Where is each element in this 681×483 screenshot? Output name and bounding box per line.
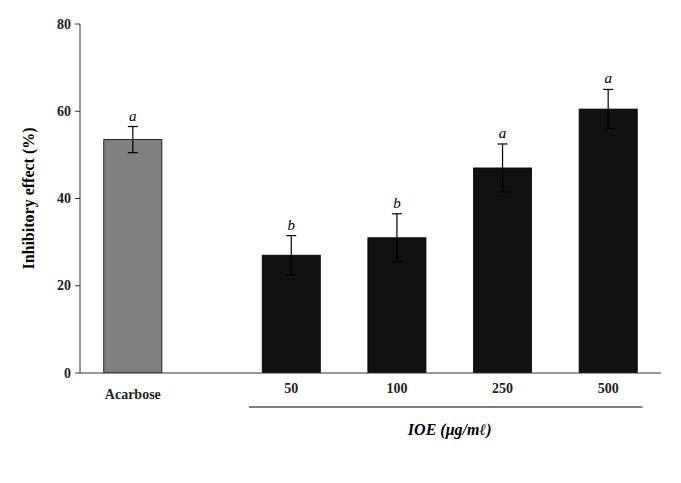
x-axis <box>80 373 661 374</box>
error-stem <box>396 214 397 262</box>
error-stem <box>132 127 133 153</box>
annotation: a <box>499 125 507 141</box>
x-tick-label: 500 <box>598 381 619 396</box>
error-cap <box>498 191 508 192</box>
error-cap <box>286 235 296 236</box>
chart: 0 20 40 60 80 a b b a a Acarbose 50 100 250 500 IOE (μg… <box>0 0 681 483</box>
y-tick-label: 80 <box>57 17 71 32</box>
y-tick <box>75 24 80 25</box>
bar <box>579 109 637 373</box>
error-cap <box>286 274 296 275</box>
error-bar <box>603 89 613 128</box>
error-bar <box>128 127 138 153</box>
error-cap <box>128 126 138 127</box>
x-tick-label: 100 <box>386 381 407 396</box>
y-tick <box>75 373 80 374</box>
marks <box>104 89 637 373</box>
error-cap <box>498 143 508 144</box>
bar <box>473 168 531 373</box>
y-tick-label: 60 <box>57 104 71 119</box>
error-bar <box>392 214 402 262</box>
y-label: Inhibitory effect (%) <box>20 127 38 269</box>
y-axis <box>80 24 81 373</box>
error-stem <box>608 89 609 128</box>
error-cap <box>392 213 402 214</box>
annotation: b <box>393 195 401 211</box>
error-cap <box>392 261 402 262</box>
error-bar <box>286 236 296 275</box>
y-tick <box>75 198 80 199</box>
annotation: a <box>604 70 612 86</box>
y-tick <box>75 111 80 112</box>
error-stem <box>502 144 503 192</box>
error-cap <box>128 152 138 153</box>
y-tick-label: 0 <box>64 366 71 381</box>
error-cap <box>603 128 613 129</box>
x-tick-label: Acarbose <box>105 387 161 402</box>
group-line <box>249 407 642 408</box>
error-cap <box>603 89 613 90</box>
y-tick-label: 40 <box>57 191 71 206</box>
x-label: IOE (μg/mℓ) <box>407 421 492 439</box>
error-bar <box>498 144 508 192</box>
x-tick-label: 250 <box>492 381 513 396</box>
y-tick <box>75 285 80 286</box>
y-tick-label: 20 <box>57 278 71 293</box>
error-stem <box>291 236 292 275</box>
annotation: b <box>288 217 296 233</box>
annotation: a <box>129 108 137 124</box>
x-tick-label: 50 <box>284 381 298 396</box>
bar <box>104 140 162 373</box>
